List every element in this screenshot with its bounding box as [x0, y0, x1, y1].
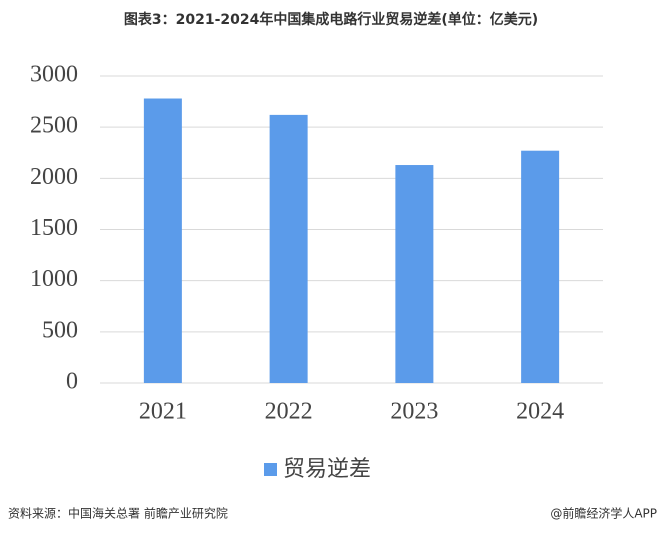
x-tick-label: 2021: [139, 399, 187, 425]
bar: [269, 114, 308, 384]
x-tick-label: 2023: [390, 399, 438, 425]
legend-swatch: [264, 463, 277, 476]
bar: [395, 165, 434, 383]
x-tick-label: 2022: [265, 399, 313, 425]
bar: [521, 150, 560, 383]
y-tick-label: 3000: [30, 62, 78, 88]
source: 资料来源：中国海关总署 前瞻产业研究院: [8, 506, 228, 521]
y-tick-label: 2000: [30, 164, 78, 190]
bar: [143, 98, 182, 383]
x-tick-label: 2024: [516, 399, 564, 425]
y-tick-label: 2500: [30, 113, 78, 139]
brand: @前瞻经济学人APP: [550, 506, 657, 521]
y-tick-label: 1000: [30, 266, 78, 292]
y-tick-label: 500: [42, 317, 78, 343]
y-tick-label: 1500: [30, 215, 78, 241]
chart-title: 图表3：2021-2024年中国集成电路行业贸易逆差(单位：亿美元): [124, 11, 538, 28]
y-tick-label: 0: [66, 369, 78, 395]
legend-label: 贸易逆差: [283, 457, 371, 482]
